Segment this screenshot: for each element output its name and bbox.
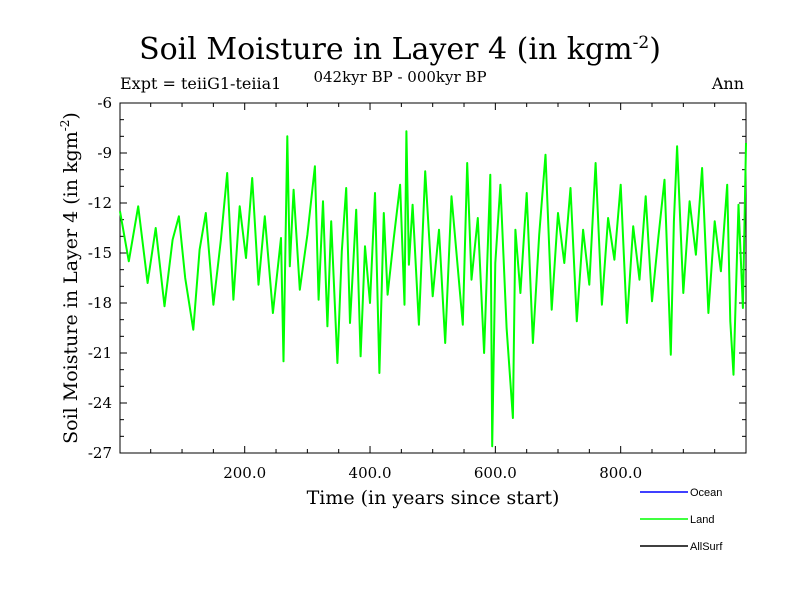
legend-label-land: Land bbox=[690, 514, 714, 526]
chart-title-close: ) bbox=[649, 32, 661, 67]
y-tick-label: -12 bbox=[88, 194, 112, 212]
y-tick-label: -21 bbox=[88, 344, 112, 362]
x-tick-label: 800.0 bbox=[599, 464, 642, 482]
y-axis-label-text: Soil Moisture in Layer 4 (in kgm bbox=[60, 131, 82, 444]
chart-title-text: Soil Moisture in Layer 4 (in kgm bbox=[139, 32, 633, 67]
x-tick-label: 600.0 bbox=[474, 464, 517, 482]
legend-label-allsurf: AllSurf bbox=[690, 541, 723, 553]
season-label: Ann bbox=[711, 74, 744, 93]
legend-label-ocean: Ocean bbox=[690, 487, 722, 499]
series-line-land bbox=[119, 130, 747, 448]
chart-title: Soil Moisture in Layer 4 (in kgm-2) bbox=[0, 32, 800, 67]
y-tick-label: -9 bbox=[97, 144, 112, 162]
x-axis: 200.0 400.0 600.0 800.0 bbox=[150, 103, 716, 482]
series-layer bbox=[119, 130, 747, 448]
period-label: 042kyr BP - 000kyr BP bbox=[313, 68, 487, 86]
y-tick-label: -18 bbox=[88, 294, 112, 312]
chart-title-exponent: -2 bbox=[632, 33, 650, 53]
y-tick-label: -15 bbox=[88, 244, 112, 262]
y-tick-label: -6 bbox=[97, 94, 112, 112]
plot-frame bbox=[119, 102, 747, 454]
x-axis-label: Time (in years since start) bbox=[307, 487, 560, 509]
y-axis-label-exponent: -2 bbox=[58, 120, 72, 132]
y-tick-label: -27 bbox=[88, 444, 112, 462]
y-axis-label-close: ) bbox=[60, 112, 82, 119]
y-axis: -27 -24 -21 -18 -15 -12 -9 -6 bbox=[88, 94, 746, 462]
x-tick-label: 200.0 bbox=[223, 464, 266, 482]
y-axis-label: Soil Moisture in Layer 4 (in kgm-2) bbox=[58, 112, 82, 444]
legend: Ocean Land AllSurf bbox=[640, 487, 723, 553]
experiment-label: Expt = teiiG1-teiia1 bbox=[120, 74, 282, 93]
x-tick-label: 400.0 bbox=[349, 464, 392, 482]
y-tick-label: -24 bbox=[88, 394, 112, 412]
